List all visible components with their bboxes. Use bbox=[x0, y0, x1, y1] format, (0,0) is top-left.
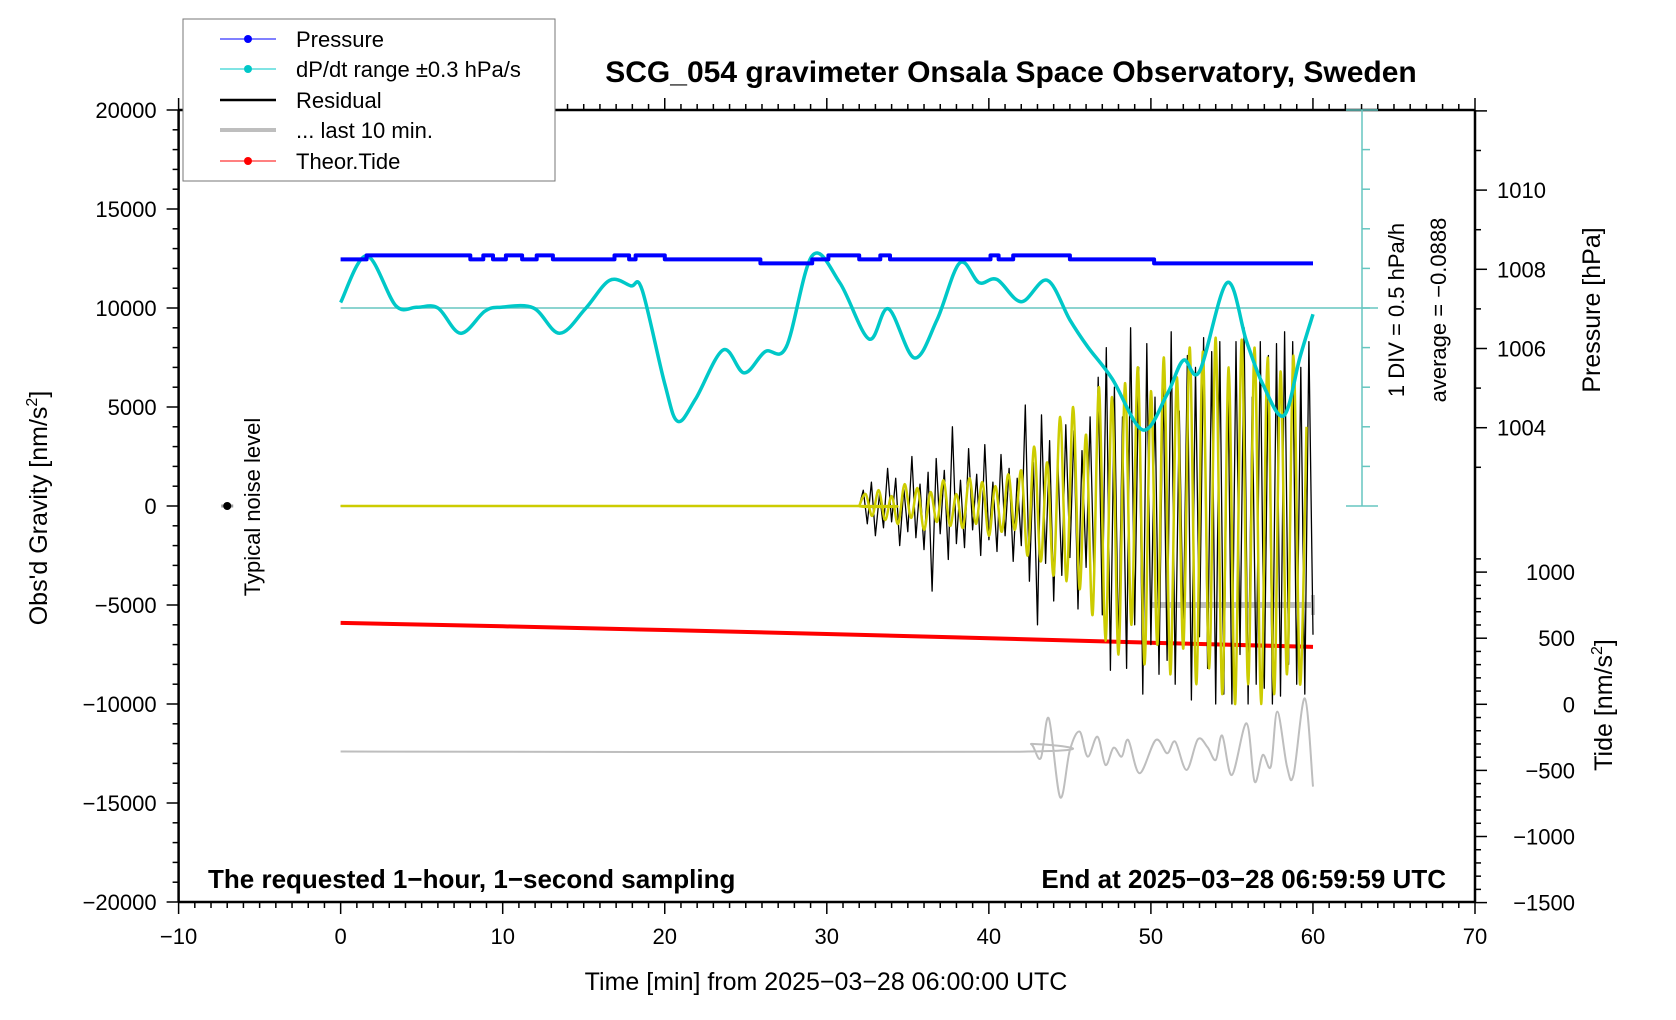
y-axis-label-left-text: Obs'd Gravity [nm/s bbox=[25, 407, 53, 626]
tide-axis-label-sup: 2 bbox=[1589, 646, 1606, 655]
legend-label: dP/dt range ±0.3 hPa/s bbox=[296, 57, 521, 82]
tide-axis-label-text: Tide [nm/s bbox=[1590, 655, 1618, 771]
dpdt-curve bbox=[339, 251, 1315, 432]
legend-item-theortide: Theor.Tide bbox=[220, 149, 400, 174]
y-tick-label: −20000 bbox=[83, 890, 157, 915]
legend-swatch-dot bbox=[244, 157, 252, 165]
tide-tick-label: −1000 bbox=[1513, 825, 1575, 850]
pressure-tick-label: 1004 bbox=[1497, 416, 1546, 441]
average-label: average = −0.0888 bbox=[1426, 218, 1451, 403]
y-axis-label-left-end: ] bbox=[25, 391, 53, 398]
legend-swatch-dot bbox=[244, 35, 252, 43]
x-tick-label: 30 bbox=[815, 924, 839, 949]
y-tick-label: −5000 bbox=[95, 593, 157, 618]
y-tick-label: 5000 bbox=[108, 395, 157, 420]
y-tick-label: 10000 bbox=[95, 296, 156, 321]
x-axis-label: Time [min] from 2025−03−28 06:00:00 UTC bbox=[585, 968, 1068, 996]
y-tick-label: −15000 bbox=[83, 791, 157, 816]
div-label: 1 DIV = 0.5 hPa/h bbox=[1384, 223, 1409, 397]
legend-items: Pressure dP/dt range ±0.3 hPa/s Residual..… bbox=[220, 27, 521, 174]
y-tick-label: 0 bbox=[144, 494, 156, 519]
noise-level-point bbox=[223, 502, 232, 510]
legend-label: Pressure bbox=[296, 27, 384, 52]
legend-item-pressure: Pressure bbox=[220, 27, 384, 52]
legend: Pressure dP/dt range ±0.3 hPa/s Residual..… bbox=[182, 18, 556, 182]
x-tick-label: 60 bbox=[1301, 924, 1325, 949]
tide-axis-label: Tide [nm/s2] bbox=[1589, 639, 1618, 771]
last10-trace bbox=[340, 697, 1314, 799]
axes: −10 0 10 20 30 40 50 60 70−20000−15000−10000−500… bbox=[83, 98, 1575, 949]
legend-item-dpdtrangehpas: dP/dt range ±0.3 hPa/s bbox=[220, 57, 521, 82]
y-tick-label: 20000 bbox=[95, 98, 156, 123]
y-tick-label: 15000 bbox=[95, 197, 156, 222]
x-tick-label: 40 bbox=[977, 924, 1001, 949]
y-tick-label: −10000 bbox=[83, 692, 157, 717]
noise-level-label: Typical noise level bbox=[240, 418, 265, 597]
legend-item-lastmin: ... last 10 min. bbox=[220, 118, 433, 143]
x-tick-label: 50 bbox=[1139, 924, 1163, 949]
tide-tick-label: 1000 bbox=[1526, 560, 1575, 585]
legend-item-residual: Residual bbox=[220, 88, 382, 113]
legend-label: ... last 10 min. bbox=[296, 118, 433, 143]
tide-tick-label: −1500 bbox=[1513, 891, 1575, 916]
pressure-line bbox=[340, 253, 1313, 266]
chart-title: SCG_054 gravimeter Onsala Space Observat… bbox=[605, 56, 1417, 89]
x-tick-label: 20 bbox=[653, 924, 677, 949]
pressure-tick-label: 1010 bbox=[1497, 178, 1546, 203]
tide-axis-label-end: ] bbox=[1590, 639, 1618, 646]
y-axis-label-left-sup: 2 bbox=[24, 398, 41, 407]
legend-label: Residual bbox=[296, 88, 382, 113]
x-tick-label: −10 bbox=[160, 924, 197, 949]
series bbox=[221, 251, 1315, 799]
filtered-residual-line bbox=[340, 336, 1308, 706]
x-tick-label: 10 bbox=[490, 924, 514, 949]
pressure-axis-label: Pressure [hPa] bbox=[1578, 227, 1606, 392]
tide-tick-label: 500 bbox=[1538, 626, 1575, 651]
legend-label: Theor.Tide bbox=[296, 149, 400, 174]
x-tick-label: 0 bbox=[335, 924, 347, 949]
pressure-tick-label: 1008 bbox=[1497, 257, 1546, 282]
tide-tick-label: −500 bbox=[1525, 758, 1575, 783]
legend-swatch-dot bbox=[244, 65, 252, 73]
pressure-tick-label: 1006 bbox=[1497, 337, 1546, 362]
y-axis-label-left: Obs'd Gravity [nm/s2] bbox=[24, 391, 53, 626]
tide-tick-label: 0 bbox=[1563, 692, 1575, 717]
end-time-note: End at 2025−03−28 06:59:59 UTC bbox=[1041, 864, 1446, 894]
x-tick-label: 70 bbox=[1463, 924, 1487, 949]
sampling-note: The requested 1−hour, 1−second sampling bbox=[208, 864, 735, 894]
